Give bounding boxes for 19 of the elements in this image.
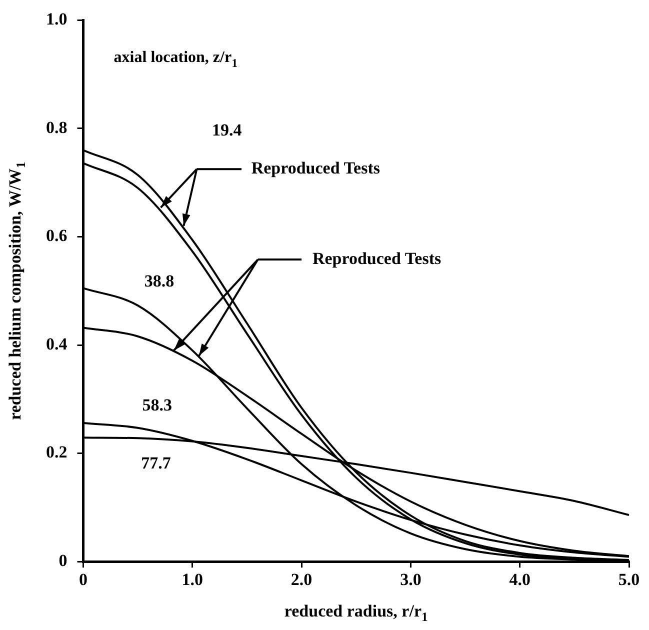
x-tick-label: 0 xyxy=(79,570,88,590)
annotation: Reproduced Tests xyxy=(312,248,442,268)
y-tick-label: 0.2 xyxy=(46,442,68,462)
annotation: 19.4 xyxy=(212,120,242,140)
y-tick-label: 0.4 xyxy=(46,334,68,354)
y-axis-title: reduced helium composition, W/W1 xyxy=(5,162,28,420)
y-tick-label: 1.0 xyxy=(46,10,68,29)
x-tick-label: 2.0 xyxy=(290,570,312,590)
annotation: 58.3 xyxy=(142,396,172,415)
annotation: 38.8 xyxy=(144,272,174,291)
x-tick-label: 5.0 xyxy=(618,570,640,590)
x-tick-label: 4.0 xyxy=(509,570,530,590)
x-tick-label: 3.0 xyxy=(400,570,422,590)
y-tick-label: 0.8 xyxy=(46,118,68,137)
x-tick-label: 1.0 xyxy=(182,570,204,590)
y-tick-label: 0.6 xyxy=(46,226,68,246)
annotation: 77.7 xyxy=(141,454,172,473)
y-tick-label: 0 xyxy=(58,550,68,570)
annotation: Reproduced Tests xyxy=(251,158,380,178)
